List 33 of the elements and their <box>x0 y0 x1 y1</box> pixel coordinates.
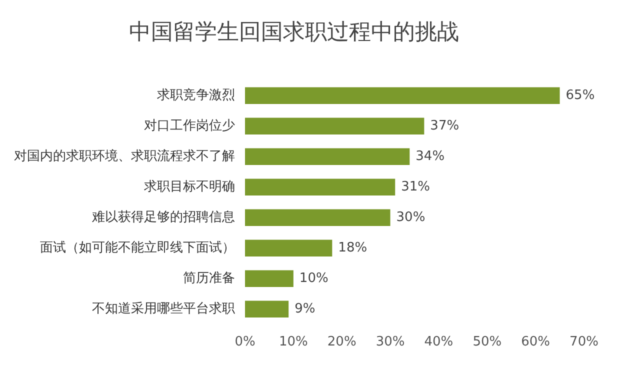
x-tick-label: 20% <box>327 334 356 350</box>
y-tick-label: 求职目标不明确 <box>144 180 235 195</box>
bar <box>245 87 560 104</box>
y-tick-label: 不知道采用哪些平台求职 <box>92 302 235 317</box>
chart-title: 中国留学生回国求职过程中的挑战 <box>129 20 459 45</box>
bar <box>245 240 332 257</box>
bar <box>245 270 294 288</box>
x-tick-label: 50% <box>472 334 502 350</box>
x-tick-label: 70% <box>570 334 598 350</box>
x-tick-label: 60% <box>521 334 550 350</box>
data-label: 30% <box>396 210 426 226</box>
bar <box>245 118 424 135</box>
data-label: 37% <box>430 118 460 134</box>
data-label: 9% <box>294 302 316 317</box>
y-tick-label: 简历准备 <box>183 271 235 286</box>
y-tick-label: 面试（如可能不能立即线下面试） <box>40 240 235 256</box>
y-tick-label: 难以获得足够的招聘信息 <box>91 210 235 226</box>
x-tick-label: 40% <box>424 334 454 350</box>
data-label: 18% <box>338 240 368 256</box>
data-label: 10% <box>299 271 328 286</box>
y-tick-label: 对口工作岗位少 <box>144 118 235 134</box>
y-tick-label: 求职竞争激烈 <box>157 88 235 104</box>
bar <box>245 178 396 196</box>
bar <box>245 209 390 226</box>
x-tick-label: 0% <box>234 334 256 350</box>
x-tick-label: 10% <box>278 334 308 350</box>
data-label: 65% <box>566 88 595 104</box>
data-label: 34% <box>416 149 445 164</box>
y-tick-label: 对国内的求职环境、求职流程求不了解 <box>14 148 235 164</box>
data-label: 31% <box>401 180 430 195</box>
bar <box>245 300 289 318</box>
bar <box>245 148 410 166</box>
x-tick-label: 30% <box>376 334 405 350</box>
